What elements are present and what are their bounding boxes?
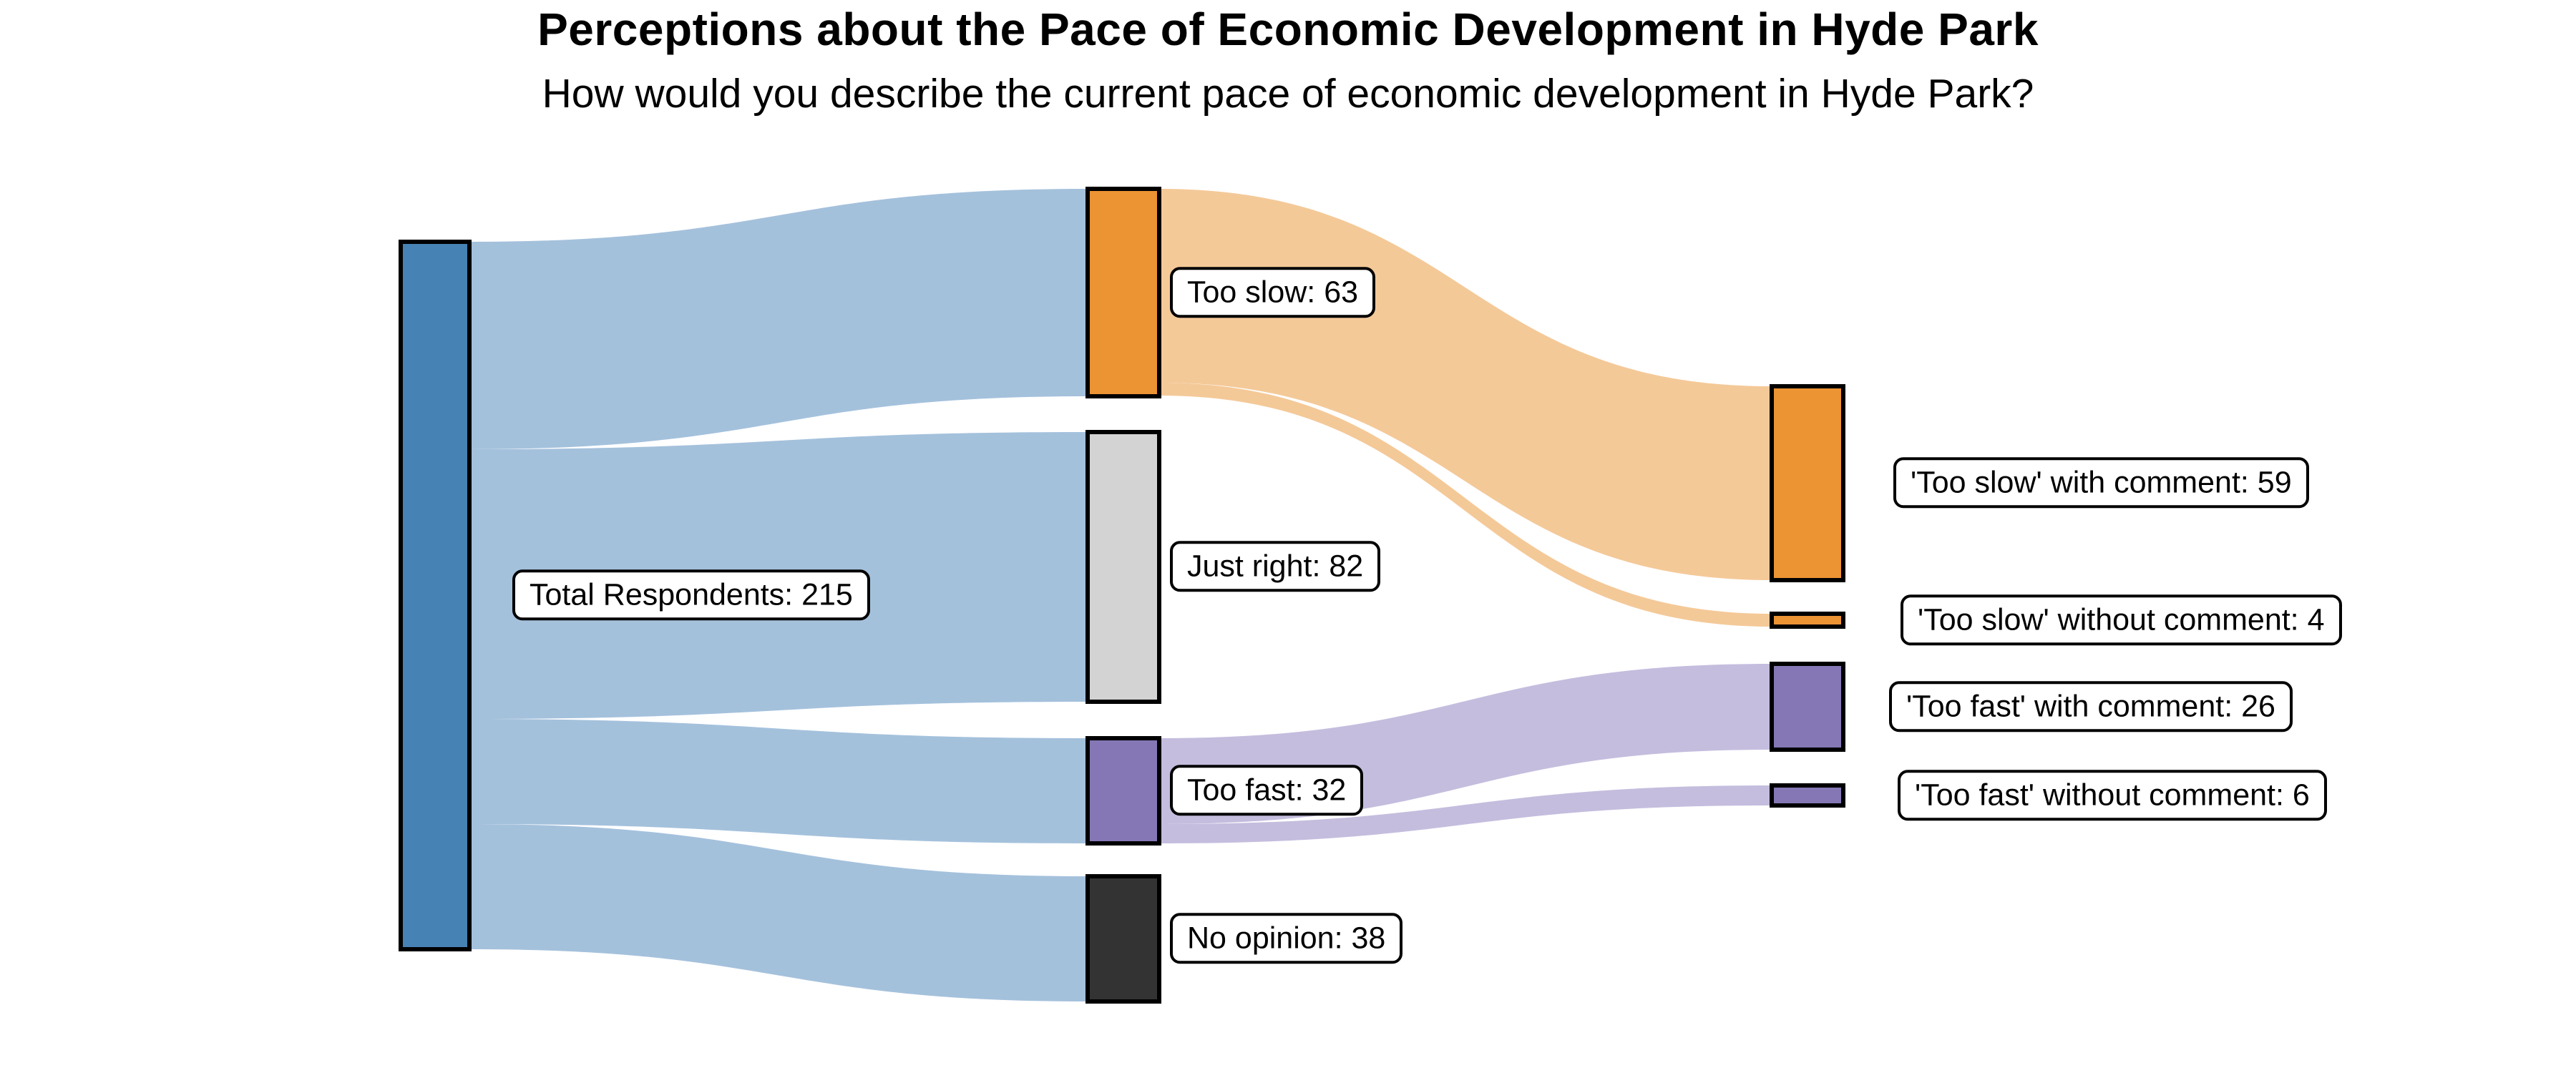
node-too-slow-without-comment xyxy=(1770,612,1845,629)
node-too-fast-with-comment xyxy=(1770,662,1845,752)
label-total-respondents: Total Respondents: 215 xyxy=(512,569,870,621)
flow-too-slow-to-with-comment xyxy=(1159,189,1772,580)
node-too-fast-without-comment xyxy=(1770,783,1845,808)
label-too-fast-without-comment: 'Too fast' without comment: 6 xyxy=(1898,770,2327,821)
flow-too-fast-to-without-comment xyxy=(1159,785,1772,843)
node-total-respondents xyxy=(399,240,472,951)
flow-total-to-too-fast xyxy=(469,719,1088,843)
label-too-fast-with-comment: 'Too fast' with comment: 26 xyxy=(1889,681,2293,733)
chart-title: Perceptions about the Pace of Economic D… xyxy=(537,4,2039,55)
label-just-right: Just right: 82 xyxy=(1170,541,1381,592)
label-no-opinion: No opinion: 38 xyxy=(1170,913,1403,964)
node-just-right xyxy=(1085,430,1161,704)
label-too-slow-with-comment: 'Too slow' with comment: 59 xyxy=(1893,457,2309,509)
chart-subtitle: How would you describe the current pace … xyxy=(542,71,2034,117)
node-too-fast xyxy=(1085,736,1161,846)
label-too-fast: Too fast: 32 xyxy=(1170,765,1364,816)
node-too-slow-with-comment xyxy=(1770,384,1845,582)
label-too-slow: Too slow: 63 xyxy=(1170,267,1376,318)
node-too-slow xyxy=(1085,187,1161,398)
flow-too-slow-to-without-comment xyxy=(1159,383,1772,627)
label-too-slow-without-comment: 'Too slow' without comment: 4 xyxy=(1901,594,2342,646)
flow-total-to-too-slow xyxy=(469,189,1088,449)
flow-total-to-no-opinion xyxy=(469,824,1088,1001)
node-no-opinion xyxy=(1085,874,1161,1004)
